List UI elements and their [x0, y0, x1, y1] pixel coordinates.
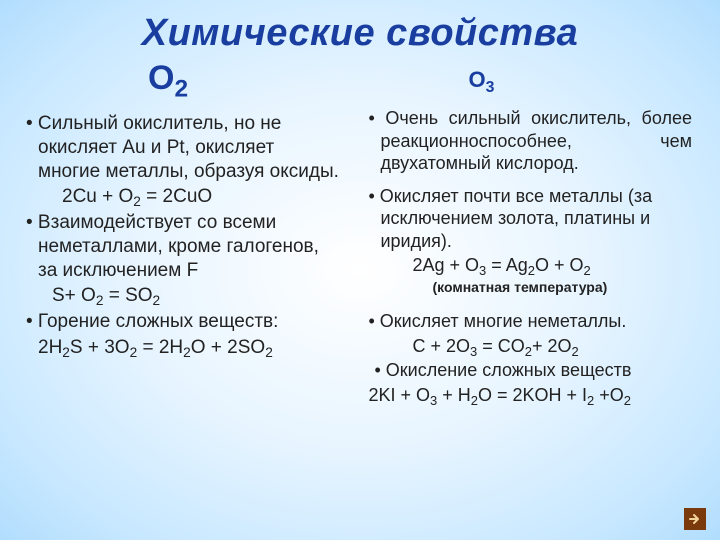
- next-slide-button[interactable]: [684, 508, 706, 530]
- right-bullet-1: • Очень сильный окислитель, более реакци…: [368, 107, 692, 175]
- left-eq-2: S+ O2 = SO2: [18, 284, 342, 308]
- arrow-right-icon: [688, 512, 702, 526]
- right-eq-1: 2Ag + O3 = Ag2O + O2: [368, 254, 692, 277]
- right-heading: О3: [368, 67, 692, 93]
- left-bullet-2: • Взаимодействует со всеми неметаллами, …: [18, 211, 342, 282]
- right-bullet-3: • Окисляет многие неметаллы.: [368, 310, 692, 333]
- right-eq-3: 2KI + O3 + H2O = 2KOH + I2 +O2: [368, 384, 692, 407]
- right-note-1: (комнатная температура): [368, 279, 692, 297]
- left-bullet-1: • Сильный окислитель, но не окисляет Au …: [18, 112, 342, 183]
- slide-title: Химические свойства: [0, 0, 720, 55]
- left-eq-3: 2H2S + 3O2 = 2H2O + 2SO2: [18, 336, 342, 360]
- two-columns: О2 • Сильный окислитель, но не окисляет …: [0, 55, 720, 408]
- left-eq-1: 2Cu + O2 = 2CuO: [18, 185, 342, 209]
- left-bullet-3: • Горение сложных веществ:: [18, 310, 342, 334]
- left-body: • Сильный окислитель, но не окисляет Au …: [18, 112, 342, 360]
- right-column: О3 • Очень сильный окислитель, более реа…: [368, 55, 692, 408]
- right-eq-2: C + 2O3 = CO2+ 2O2: [368, 335, 692, 358]
- right-body: • Очень сильный окислитель, более реакци…: [368, 107, 692, 406]
- left-heading: О2: [18, 59, 342, 98]
- right-bullet-2: • Окисляет почти все металлы (за исключе…: [368, 185, 692, 253]
- left-column: О2 • Сильный окислитель, но не окисляет …: [18, 55, 342, 408]
- right-bullet-4: • Окисление сложных веществ: [368, 359, 692, 382]
